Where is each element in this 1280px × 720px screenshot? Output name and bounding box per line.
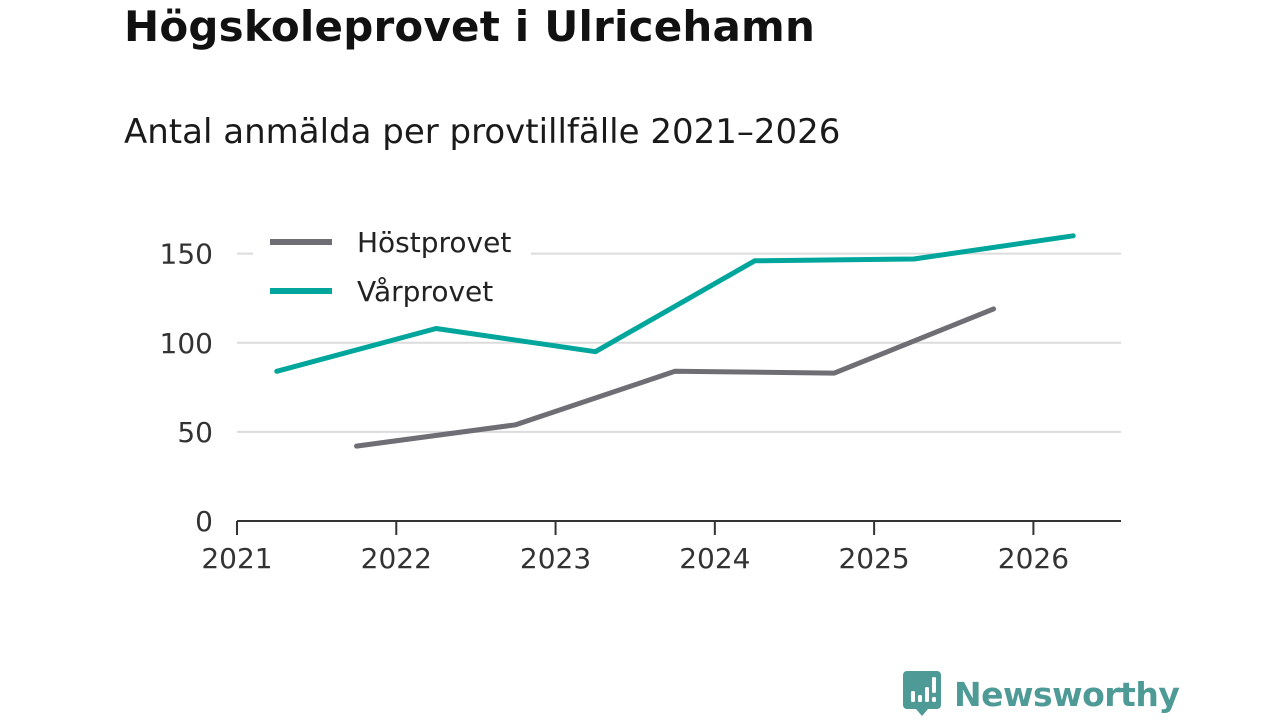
y-tick-label: 50 xyxy=(177,416,213,449)
chart-title: Högskoleprovet i Ulricehamn xyxy=(124,2,816,51)
y-tick-label: 0 xyxy=(195,505,213,538)
y-tick-label: 100 xyxy=(160,327,213,360)
x-tick-label: 2021 xyxy=(201,542,272,575)
x-tick-label: 2026 xyxy=(998,542,1069,575)
legend-background xyxy=(253,222,531,314)
newsworthy-logo-icon xyxy=(903,671,941,716)
x-tick-label: 2025 xyxy=(838,542,909,575)
y-axis-ticks: 0 50 100 150 xyxy=(160,238,213,538)
x-tick-label: 2022 xyxy=(361,542,432,575)
legend-label: Höstprovet xyxy=(357,226,511,259)
x-tick-label: 2024 xyxy=(679,542,750,575)
x-tick-label: 2023 xyxy=(520,542,591,575)
legend: Höstprovet Vårprovet xyxy=(253,222,531,314)
legend-label: Vårprovet xyxy=(357,275,493,308)
brand-logo: Newsworthy xyxy=(902,670,1180,718)
series-lines xyxy=(274,233,1076,449)
chart-subtitle: Antal anmälda per provtillfälle 2021–202… xyxy=(124,112,841,152)
series-line-höstprovet xyxy=(354,306,997,449)
brand-name: Newsworthy xyxy=(954,674,1180,714)
series-line-vårprovet xyxy=(274,233,1076,374)
x-axis: 2021 2022 2023 2024 2025 2026 xyxy=(201,520,1121,575)
y-tick-label: 150 xyxy=(160,238,213,271)
